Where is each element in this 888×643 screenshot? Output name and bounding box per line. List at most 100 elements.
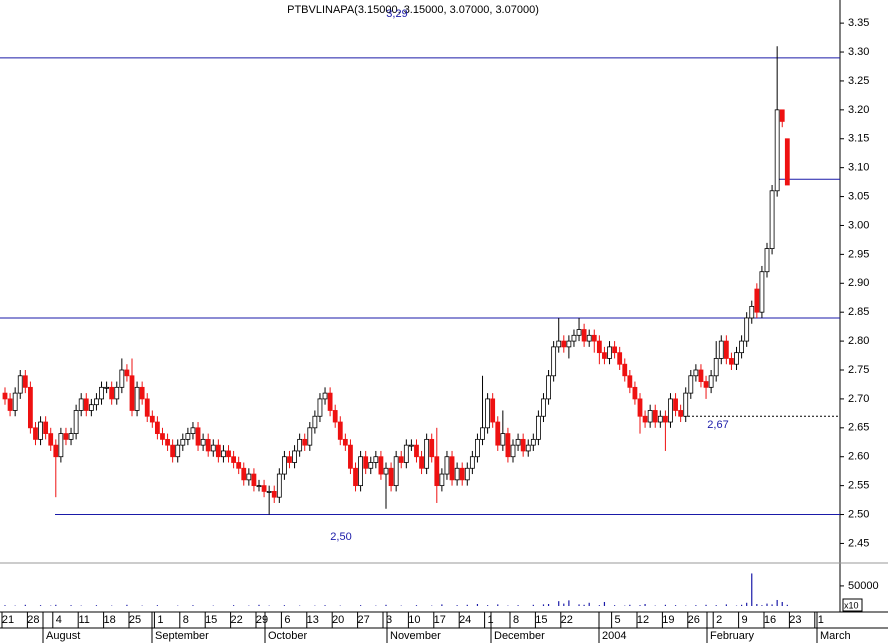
reference-label: 2,67 <box>707 419 728 431</box>
y-tick-label: 2.45 <box>848 537 869 549</box>
x-tick-label: 19 <box>662 614 674 626</box>
candle-body <box>271 491 277 498</box>
candle-body <box>17 375 23 394</box>
candle-body <box>647 410 653 423</box>
x-tick-label: 10 <box>408 614 420 626</box>
month-label: September <box>155 630 209 642</box>
y-tick-label: 2.65 <box>848 422 869 434</box>
candle-body <box>7 398 13 411</box>
candle-body <box>2 392 8 400</box>
candle-body <box>68 433 74 440</box>
candle-body <box>88 404 94 411</box>
candle-body <box>759 271 765 313</box>
candle-body <box>276 473 282 498</box>
candle-body <box>342 438 348 446</box>
y-tick-label: 2.75 <box>848 364 869 376</box>
x-tick-label: 9 <box>742 614 748 626</box>
candle-body <box>348 444 353 469</box>
candle-body <box>256 485 262 488</box>
candle-body <box>109 386 115 400</box>
candle-body <box>642 415 648 423</box>
y-tick-label: 2.95 <box>848 248 869 260</box>
candle-body <box>312 415 318 429</box>
x-tick-label: 5 <box>615 614 621 626</box>
candle-body <box>525 444 531 452</box>
candle-body <box>536 415 541 440</box>
candle-body <box>566 340 572 348</box>
candle-body <box>627 375 633 388</box>
candle-body <box>439 473 445 487</box>
y-tick-label: 2.50 <box>848 508 869 520</box>
candle-body <box>287 456 292 463</box>
candle-body <box>241 467 247 481</box>
candle-body <box>398 456 404 463</box>
x-tick-label: 1 <box>818 614 824 626</box>
candle-body <box>358 456 364 487</box>
candle-body <box>607 346 612 359</box>
month-label: March <box>820 630 851 642</box>
x-tick-label: 22 <box>230 614 242 626</box>
x-tick-label: 15 <box>205 614 217 626</box>
candle-body <box>124 369 130 377</box>
candle-body <box>149 415 155 423</box>
candle-body <box>424 438 430 469</box>
y-tick-label: 3.00 <box>848 219 869 231</box>
candle-body <box>261 485 267 492</box>
candle-body <box>561 340 567 348</box>
candle-body <box>58 433 64 458</box>
candle-body <box>515 438 521 446</box>
candle-body <box>596 340 602 354</box>
candle-body <box>744 317 750 342</box>
candle-body <box>383 467 389 475</box>
candle-body <box>475 438 480 458</box>
x-tick-label: 23 <box>789 614 801 626</box>
candle-body <box>784 138 790 186</box>
y-tick-label: 3.15 <box>848 133 869 145</box>
candle-body <box>94 398 99 406</box>
candle-body <box>185 433 191 440</box>
candle-body <box>551 346 557 377</box>
candle-body <box>480 427 485 440</box>
candle-body <box>353 467 358 487</box>
candle-body <box>205 438 211 452</box>
candle-body <box>500 433 506 446</box>
candle-body <box>657 415 663 423</box>
candle-body <box>718 340 724 359</box>
candle-body <box>703 381 709 388</box>
x-tick-label: 8 <box>183 614 189 626</box>
x-tick-label: 16 <box>764 614 776 626</box>
candle-body <box>678 410 684 417</box>
candle-body <box>449 456 455 481</box>
x-tick-label: 13 <box>307 614 319 626</box>
candle-body <box>632 386 638 400</box>
candle-body <box>617 352 623 365</box>
candle-body <box>83 398 89 411</box>
candle-body <box>602 352 607 359</box>
candle-body <box>637 398 643 417</box>
candle-body <box>505 433 511 458</box>
candle-body <box>485 398 491 429</box>
x-tick-label: 2 <box>716 614 722 626</box>
candle-body <box>165 438 170 446</box>
candle-body <box>530 438 536 446</box>
candle-body <box>693 369 699 377</box>
candle-body <box>464 467 470 481</box>
x-tick-label: 18 <box>103 614 115 626</box>
x-tick-label: 4 <box>56 614 62 626</box>
candle-body <box>139 386 145 400</box>
x-tick-label: 17 <box>434 614 446 626</box>
candle-body <box>510 444 516 458</box>
candle-body <box>53 444 59 458</box>
volume-tick-label: 50000 <box>848 580 879 592</box>
unit-box <box>842 598 863 612</box>
candle-body <box>541 398 546 417</box>
candle-body <box>612 346 617 354</box>
x-tick-label: 15 <box>535 614 547 626</box>
candle-body <box>215 444 221 458</box>
candle-body <box>683 392 689 417</box>
reference-label: 2,50 <box>330 531 351 543</box>
candle-body <box>723 340 729 359</box>
candle-body <box>403 444 409 463</box>
candle-body <box>652 410 658 423</box>
month-label: November <box>390 630 441 642</box>
